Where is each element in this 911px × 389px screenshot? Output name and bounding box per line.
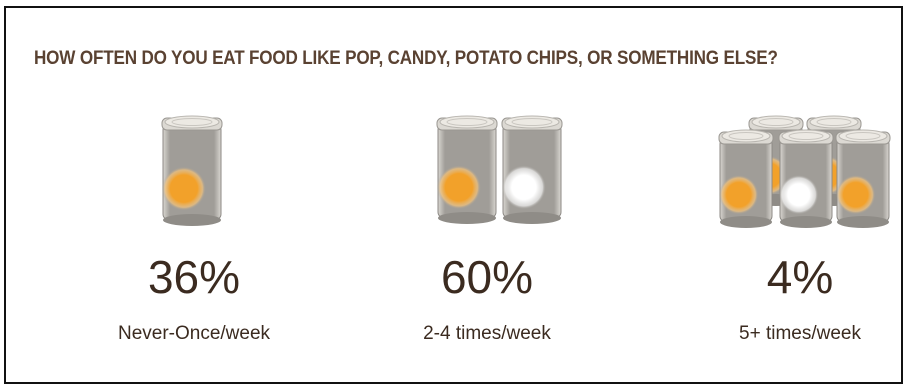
- category-label-5plus: 5+ times/week: [739, 323, 861, 344]
- can-icon: [501, 115, 563, 224]
- can-icon: [835, 129, 891, 228]
- can-icon: [718, 129, 774, 228]
- value-label-2-4: 60%: [440, 251, 534, 303]
- chart-title: HOW OFTEN DO YOU EAT FOOD LIKE POP, CAND…: [34, 48, 778, 69]
- category-label-never: Never-Once/week: [117, 323, 271, 344]
- can-icon: [778, 129, 834, 228]
- can-icon: [161, 115, 223, 226]
- value-label-never: 36%: [147, 251, 241, 303]
- can-icon: [436, 115, 498, 224]
- category-label-2-4: 2-4 times/week: [423, 323, 551, 344]
- value-label-5plus: 4%: [766, 251, 834, 303]
